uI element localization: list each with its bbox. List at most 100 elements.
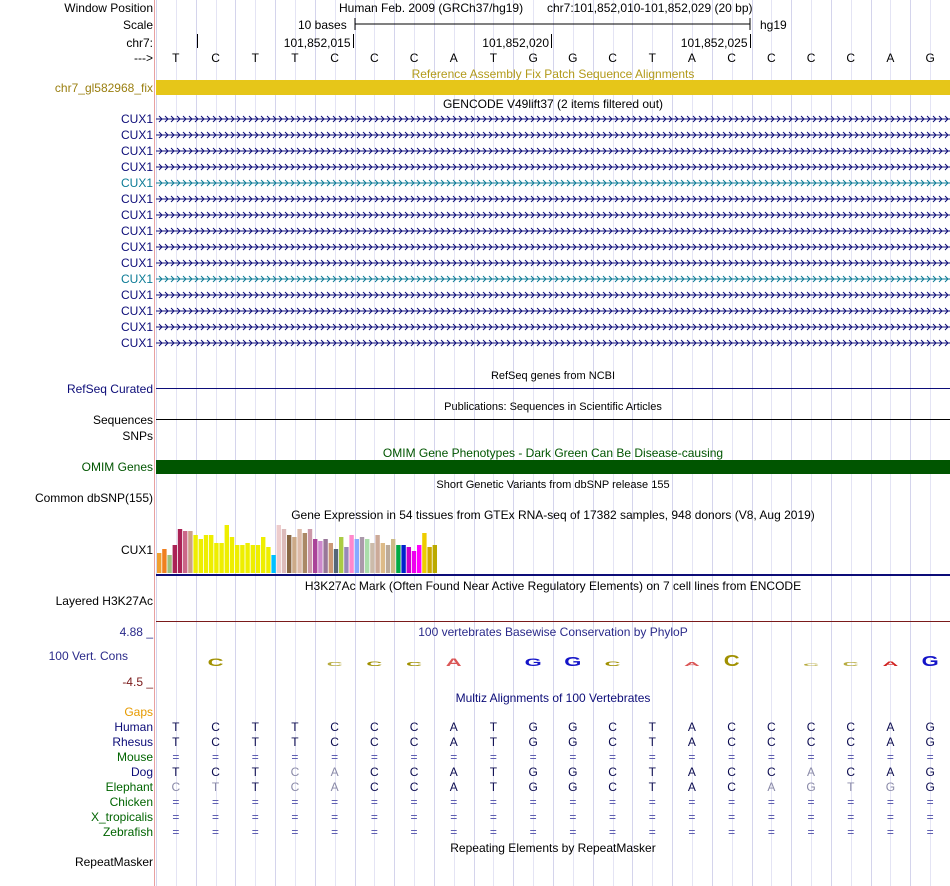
repeatmasker-label[interactable]: RepeatMasker bbox=[74, 855, 153, 869]
gencode-item-label[interactable]: CUX1 bbox=[120, 224, 153, 238]
publications-line[interactable] bbox=[156, 419, 950, 420]
position-title[interactable]: chr7:101,852,010-101,852,029 (20 bp) bbox=[547, 1, 753, 15]
multiz-base: A bbox=[767, 780, 776, 794]
multiz-base: T bbox=[291, 720, 299, 734]
fix-patch-label[interactable]: chr7_gl582968_fix bbox=[54, 81, 153, 95]
h3k27ac-title[interactable]: H3K27Ac Mark (Often Found Near Active Re… bbox=[304, 579, 802, 593]
ruler-tick-mark bbox=[196, 34, 198, 48]
publications-label[interactable]: Sequences bbox=[92, 413, 153, 427]
h3k27ac-label[interactable]: Layered H3K27Ac bbox=[55, 594, 153, 608]
gencode-item-feature[interactable] bbox=[156, 337, 950, 349]
gencode-item-feature[interactable] bbox=[156, 305, 950, 317]
phylop-title[interactable]: 100 vertebrates Basewise Conservation by… bbox=[418, 625, 688, 639]
gencode-item-label[interactable]: CUX1 bbox=[120, 208, 153, 222]
gencode-item-label[interactable]: CUX1 bbox=[120, 288, 153, 302]
publications-title[interactable]: Publications: Sequences in Scientific Ar… bbox=[444, 401, 662, 413]
multiz-base: G bbox=[925, 780, 935, 794]
gencode-item-label[interactable]: CUX1 bbox=[120, 240, 153, 254]
gencode-item-label[interactable]: CUX1 bbox=[120, 128, 153, 142]
multiz-base: = bbox=[688, 810, 696, 824]
multiz-base: A bbox=[330, 780, 339, 794]
multiz-base: = bbox=[331, 750, 339, 764]
refseq-title[interactable]: RefSeq genes from NCBI bbox=[490, 370, 616, 382]
gtex-bar bbox=[229, 537, 235, 573]
multiz-species-label[interactable]: Chicken bbox=[109, 795, 153, 809]
multiz-base: = bbox=[688, 750, 696, 764]
gencode-item-feature[interactable] bbox=[156, 289, 950, 301]
gtex-bar bbox=[292, 537, 297, 573]
gencode-item-label[interactable]: CUX1 bbox=[120, 144, 153, 158]
phylop-label[interactable]: 100 Vert. Cons bbox=[48, 649, 128, 663]
gencode-item-label[interactable]: CUX1 bbox=[120, 272, 153, 286]
gencode-item-feature[interactable] bbox=[156, 177, 950, 189]
phylop-base-glyph: G bbox=[525, 656, 542, 669]
multiz-base: T bbox=[251, 735, 259, 749]
gencode-item-feature[interactable] bbox=[156, 241, 950, 253]
dbsnp-label[interactable]: Common dbSNP(155) bbox=[34, 491, 153, 505]
gtex-bar bbox=[411, 551, 417, 573]
gencode-item-feature[interactable] bbox=[156, 321, 950, 333]
multiz-species-label[interactable]: X_tropicalis bbox=[90, 810, 153, 824]
gencode-item-label[interactable]: CUX1 bbox=[120, 192, 153, 206]
gencode-item-label[interactable]: CUX1 bbox=[120, 112, 153, 126]
gencode-item-feature[interactable] bbox=[156, 193, 950, 205]
multiz-species-label[interactable]: Elephant bbox=[105, 780, 153, 794]
multiz-species-label[interactable]: Zebrafish bbox=[102, 825, 153, 839]
omim-label[interactable]: OMIM Genes bbox=[81, 460, 153, 474]
gencode-item-feature[interactable] bbox=[156, 273, 950, 285]
gencode-item-feature[interactable] bbox=[156, 225, 950, 237]
multiz-base: C bbox=[370, 765, 379, 779]
multiz-base: = bbox=[886, 795, 894, 809]
fix-patch-bar[interactable] bbox=[156, 80, 950, 95]
multiz-base: T bbox=[251, 720, 259, 734]
refseq-line[interactable] bbox=[156, 388, 950, 389]
omim-title[interactable]: OMIM Gene Phenotypes - Dark Green Can Be… bbox=[382, 446, 724, 460]
repeatmasker-title[interactable]: Repeating Elements by RepeatMasker bbox=[450, 841, 656, 855]
phylop-base-glyph: C bbox=[366, 660, 382, 667]
multiz-title[interactable]: Multiz Alignments of 100 Vertebrates bbox=[455, 691, 651, 705]
gtex-bar bbox=[177, 529, 183, 573]
gtex-bar bbox=[313, 539, 318, 573]
multiz-species-label[interactable]: Human bbox=[114, 720, 153, 734]
gencode-item-label[interactable]: CUX1 bbox=[120, 320, 153, 334]
dbsnp-title[interactable]: Short Genetic Variants from dbSNP releas… bbox=[436, 479, 670, 491]
multiz-base: = bbox=[212, 750, 220, 764]
gtex-title[interactable]: Gene Expression in 54 tissues from GTEx … bbox=[291, 508, 815, 522]
gencode-item-label[interactable]: CUX1 bbox=[120, 160, 153, 174]
refseq-label[interactable]: RefSeq Curated bbox=[66, 382, 153, 396]
multiz-base: A bbox=[449, 735, 458, 749]
gencode-item-feature[interactable] bbox=[156, 209, 950, 221]
multiz-base: C bbox=[806, 720, 816, 734]
gencode-item-label[interactable]: CUX1 bbox=[120, 176, 153, 190]
multiz-base: = bbox=[529, 810, 537, 824]
snps-label[interactable]: SNPs bbox=[122, 429, 153, 443]
multiz-species-label[interactable]: Mouse bbox=[116, 750, 153, 764]
gencode-item-label[interactable]: CUX1 bbox=[120, 304, 153, 318]
gencode-item-feature[interactable] bbox=[156, 145, 950, 157]
fix-patch-title[interactable]: Reference Assembly Fix Patch Sequence Al… bbox=[411, 67, 695, 81]
gtex-chart[interactable] bbox=[156, 520, 950, 578]
gencode-item-feature[interactable] bbox=[156, 129, 950, 141]
multiz-base: C bbox=[846, 765, 856, 779]
gtex-label[interactable]: CUX1 bbox=[120, 543, 153, 557]
gencode-item-feature[interactable] bbox=[156, 257, 950, 269]
gencode-item-feature[interactable] bbox=[156, 161, 950, 173]
gencode-item-label[interactable]: CUX1 bbox=[120, 256, 153, 270]
gencode-title[interactable]: GENCODE V49lift37 (2 items filtered out) bbox=[442, 97, 664, 111]
gtex-bar bbox=[167, 555, 172, 573]
gencode-item-feature[interactable] bbox=[156, 113, 950, 125]
gtex-bar bbox=[287, 535, 292, 573]
gtex-bar bbox=[427, 547, 432, 573]
multiz-base: A bbox=[886, 765, 895, 779]
reference-base: C bbox=[846, 51, 856, 65]
gaps-label: Gaps bbox=[124, 705, 153, 719]
gtex-bar bbox=[250, 545, 255, 573]
multiz-base: = bbox=[410, 810, 418, 824]
multiz-species-label[interactable]: Rhesus bbox=[112, 735, 153, 749]
multiz-base: C bbox=[767, 735, 776, 749]
reference-base: A bbox=[687, 51, 696, 65]
multiz-species-label[interactable]: Dog bbox=[130, 765, 153, 779]
gencode-item-label[interactable]: CUX1 bbox=[120, 336, 153, 350]
omim-bar[interactable] bbox=[156, 460, 950, 474]
